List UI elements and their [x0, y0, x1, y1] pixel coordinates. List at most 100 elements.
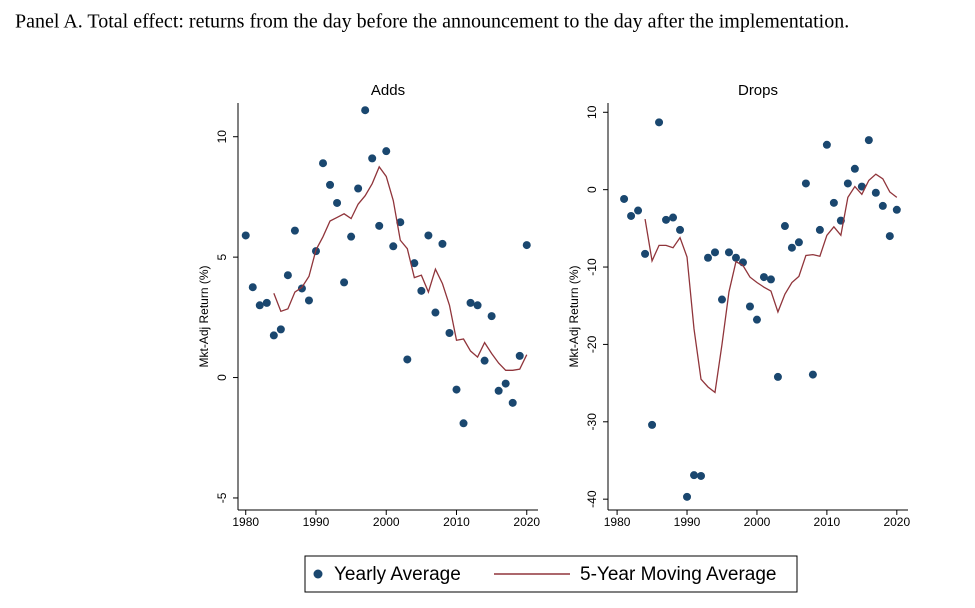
data-point	[382, 147, 391, 156]
data-point	[620, 194, 629, 203]
chart-title: Drops	[738, 82, 778, 99]
y-tick-label: 10	[585, 105, 599, 119]
data-point	[515, 351, 524, 360]
data-point	[850, 164, 859, 173]
data-point	[648, 420, 657, 429]
data-point	[627, 211, 636, 220]
data-point	[361, 106, 370, 115]
data-point	[487, 312, 496, 321]
moving-average-line	[273, 165, 528, 371]
data-point	[787, 243, 796, 252]
data-point	[319, 159, 328, 168]
data-point	[466, 298, 475, 307]
y-tick-label: 5	[215, 253, 229, 260]
x-tick-label: 1990	[303, 515, 330, 529]
data-point	[794, 238, 803, 247]
legend-marker	[313, 569, 323, 579]
x-tick-label: 2020	[883, 515, 910, 529]
data-point	[878, 201, 887, 210]
data-point	[857, 182, 866, 191]
data-point	[724, 248, 733, 257]
data-point	[766, 275, 775, 284]
data-point	[634, 206, 643, 215]
y-tick-label: -10	[585, 258, 599, 276]
data-point	[459, 419, 468, 428]
chart-title: Adds	[371, 82, 405, 99]
panel-title: Panel A. Total effect: returns from the …	[15, 11, 849, 33]
x-tick-label: 2010	[814, 515, 841, 529]
y-tick-label: 0	[215, 374, 229, 381]
data-point	[871, 188, 880, 197]
data-point	[717, 295, 726, 304]
data-point	[375, 221, 384, 230]
data-point	[655, 118, 664, 127]
data-point	[326, 180, 335, 189]
data-point	[662, 215, 671, 224]
data-point	[697, 471, 706, 480]
data-point	[431, 308, 440, 317]
data-point	[290, 226, 299, 235]
y-tick-label: -5	[215, 492, 229, 503]
data-point	[389, 242, 398, 251]
data-point	[690, 471, 699, 480]
data-point	[410, 259, 419, 268]
legend-label: 5-Year Moving Average	[580, 564, 776, 585]
data-point	[731, 253, 740, 262]
data-point	[438, 239, 447, 248]
moving-average-line	[644, 173, 898, 394]
data-point	[396, 218, 405, 227]
data-point	[424, 231, 433, 240]
data-point	[269, 331, 278, 340]
data-point	[354, 184, 363, 193]
x-tick-label: 1980	[232, 515, 259, 529]
data-point	[473, 301, 482, 310]
x-tick-label: 2020	[513, 515, 540, 529]
data-point	[745, 302, 754, 311]
y-tick-label: -40	[585, 490, 599, 508]
data-point	[403, 355, 412, 364]
data-point	[669, 213, 678, 222]
x-tick-label: 2000	[744, 515, 771, 529]
data-point	[773, 372, 782, 381]
data-point	[704, 253, 712, 262]
data-point	[276, 325, 285, 334]
data-point	[815, 225, 824, 234]
data-point	[759, 273, 768, 282]
data-point	[368, 154, 377, 163]
y-tick-label: -20	[585, 335, 599, 353]
data-point	[445, 328, 454, 337]
data-point	[494, 386, 503, 395]
y-axis-title: Mkt-Adj Return (%)	[197, 265, 211, 367]
data-point	[892, 205, 901, 214]
y-tick-label: -30	[585, 413, 599, 431]
data-point	[297, 284, 306, 293]
x-tick-label: 1980	[604, 515, 631, 529]
y-axis-title: Mkt-Adj Return (%)	[567, 265, 581, 367]
y-tick-label: 10	[215, 130, 229, 144]
data-point	[683, 492, 692, 501]
data-point	[641, 249, 650, 258]
data-point	[508, 398, 517, 407]
x-tick-label: 2010	[443, 515, 470, 529]
data-point	[248, 283, 257, 292]
x-tick-label: 1990	[674, 515, 701, 529]
legend-label: Yearly Average	[334, 564, 461, 585]
data-point	[676, 225, 685, 234]
data-point	[522, 241, 531, 250]
data-point	[864, 136, 873, 145]
x-tick-label: 2000	[373, 515, 400, 529]
data-point	[262, 298, 271, 307]
data-point	[480, 356, 489, 365]
data-point	[283, 271, 292, 280]
data-point	[417, 286, 426, 295]
data-point	[241, 231, 250, 240]
data-point	[885, 232, 894, 241]
data-point	[752, 315, 761, 324]
data-point	[255, 301, 264, 310]
data-point	[801, 179, 810, 188]
data-point	[501, 379, 510, 388]
data-point	[822, 140, 831, 149]
data-point	[340, 278, 349, 287]
data-point	[710, 248, 719, 257]
data-point	[829, 198, 838, 207]
